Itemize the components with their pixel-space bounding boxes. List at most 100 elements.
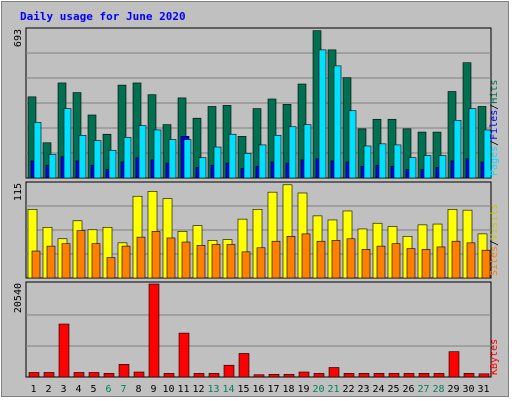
- kbytes-bar: [388, 373, 400, 378]
- side-label-part: /: [489, 104, 500, 110]
- sites-bar: [481, 249, 491, 279]
- pages-bar: [108, 149, 117, 179]
- kbytes-bar: [178, 332, 190, 378]
- side-label-part: Pages: [489, 146, 500, 176]
- day-label: 9: [150, 384, 156, 395]
- pages-bar: [468, 108, 477, 179]
- day-label: 29: [447, 384, 459, 395]
- kbytes-bar: [268, 373, 280, 378]
- kbytes-bar: [208, 373, 220, 378]
- day-label: 11: [177, 384, 189, 395]
- side-label-part: Hits: [489, 80, 500, 104]
- sites-bar: [271, 240, 281, 279]
- kbytes-bar: [118, 364, 130, 378]
- top-side-label: Pages/Files/Hits: [489, 80, 500, 176]
- day-label: 13: [207, 384, 219, 395]
- kbytes-bar: [43, 372, 55, 378]
- day-label: 17: [267, 384, 279, 395]
- day-label: 20: [312, 384, 324, 395]
- pages-bar: [333, 65, 342, 179]
- day-label: 31: [477, 384, 489, 395]
- sites-bar: [301, 233, 311, 279]
- pages-bar: [138, 125, 147, 179]
- day-label: 24: [372, 384, 384, 395]
- pages-bar: [378, 143, 387, 179]
- pages-bar: [243, 153, 252, 179]
- sites-bar: [256, 247, 266, 279]
- sites-bar: [406, 248, 416, 279]
- pages-bar: [228, 133, 237, 179]
- sites-bar: [466, 242, 476, 279]
- day-label: 22: [342, 384, 354, 395]
- pages-bar: [183, 139, 192, 179]
- day-label: 19: [297, 384, 309, 395]
- pages-bar: [303, 124, 312, 179]
- kbytes-bar: [28, 372, 40, 378]
- kbytes-bar: [73, 372, 85, 378]
- sites-bar: [331, 240, 341, 279]
- side-label-part: KBytes: [489, 339, 500, 375]
- pages-bar: [198, 157, 207, 179]
- middle-side-label: Sites/Visits: [489, 204, 500, 276]
- sites-bar: [391, 243, 401, 279]
- kbytes-bar: [163, 373, 175, 378]
- pages-bar: [258, 144, 267, 179]
- day-label: 23: [357, 384, 369, 395]
- kbytes-bar: [103, 373, 115, 378]
- day-label: 15: [237, 384, 249, 395]
- sites-bar: [286, 236, 296, 279]
- pages-bar: [408, 157, 417, 179]
- sites-bar: [61, 243, 71, 279]
- sites-bar: [451, 240, 461, 279]
- bottom-plot-area: [25, 281, 492, 378]
- sites-bar: [241, 251, 251, 279]
- day-label: 5: [90, 384, 96, 395]
- kbytes-bar: [88, 372, 100, 378]
- day-label: 8: [135, 384, 141, 395]
- pages-bar: [93, 140, 102, 179]
- sites-bar: [421, 249, 431, 279]
- day-label: 2: [45, 384, 51, 395]
- bottom-side-label: KBytes: [489, 339, 500, 375]
- sites-bar: [316, 240, 326, 279]
- day-label: 18: [282, 384, 294, 395]
- side-label-part: Sites: [489, 246, 500, 276]
- pages-bar: [288, 126, 297, 179]
- pages-bar: [318, 49, 327, 179]
- sites-bar: [31, 250, 41, 279]
- kbytes-bar: [193, 373, 205, 378]
- kbytes-bar: [418, 373, 430, 378]
- kbytes-bar: [403, 373, 415, 378]
- pages-bar: [33, 122, 42, 179]
- side-label-part: Visits: [489, 204, 500, 240]
- day-label: 7: [120, 384, 126, 395]
- pages-bar: [483, 129, 492, 179]
- day-label: 30: [462, 384, 474, 395]
- usage-chart-frame: Daily usage for June 2020 693 Pages/Files…: [1, 1, 509, 397]
- day-label: 12: [192, 384, 204, 395]
- kbytes-bar: [478, 373, 490, 378]
- usage-chart: 693Pages/Files/Hits115Sites/Visits20540K…: [13, 27, 500, 395]
- kbytes-bar: [223, 364, 235, 378]
- sites-bar: [376, 245, 386, 279]
- middle-ymax-label: 115: [13, 183, 24, 201]
- sites-bar: [121, 245, 131, 279]
- kbytes-bar: [283, 373, 295, 378]
- sites-bar: [196, 245, 206, 279]
- day-label: 27: [417, 384, 429, 395]
- kbytes-bar: [148, 283, 160, 378]
- sites-bar: [106, 257, 116, 279]
- day-label: 3: [60, 384, 66, 395]
- pages-bar: [363, 145, 372, 179]
- pages-bar: [48, 154, 57, 179]
- chart-title: Daily usage for June 2020: [20, 10, 186, 23]
- kbytes-bar: [433, 373, 445, 378]
- kbytes-bar: [448, 351, 460, 378]
- sites-bar: [226, 244, 236, 279]
- sites-bar: [181, 241, 191, 279]
- sites-bar: [211, 244, 221, 279]
- pages-bar: [153, 129, 162, 179]
- pages-bar: [123, 137, 132, 179]
- sites-bar: [361, 249, 371, 279]
- sites-bar: [151, 231, 161, 279]
